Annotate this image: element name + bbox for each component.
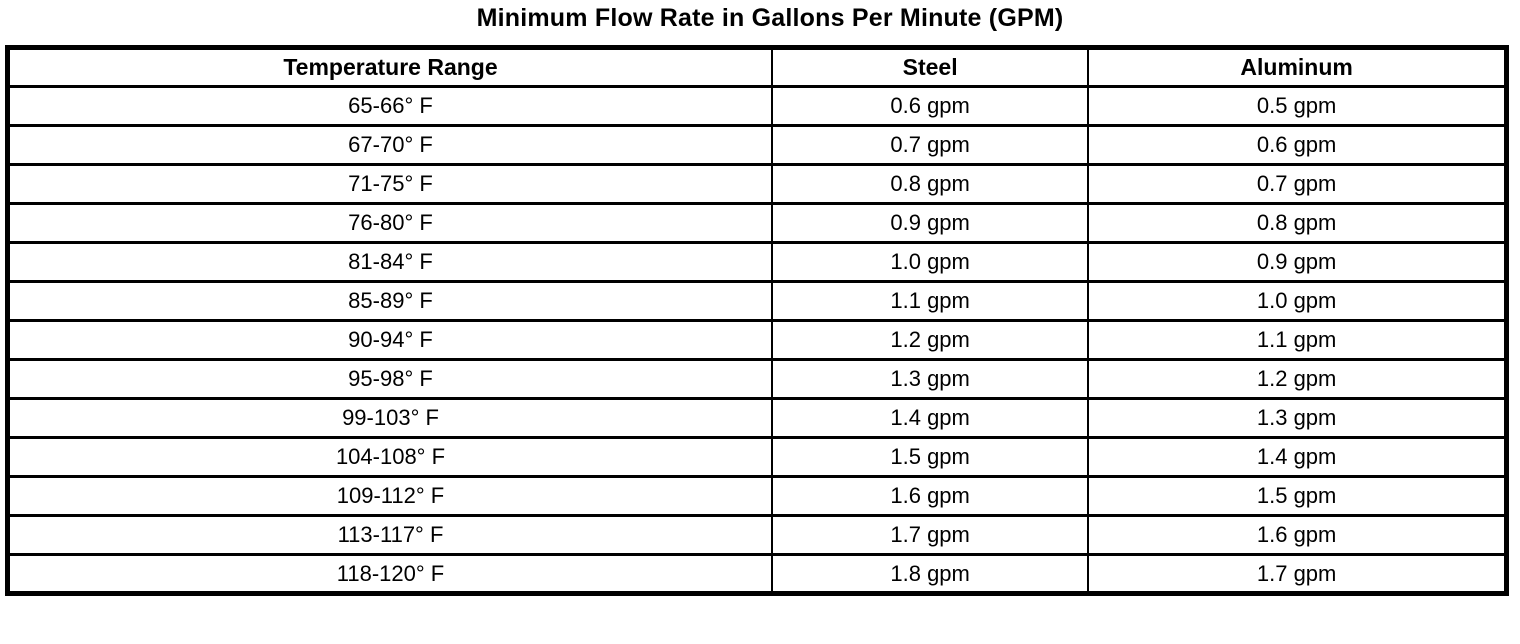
table-row: 76-80° F 0.9 gpm 0.8 gpm bbox=[6, 202, 1508, 244]
table-row: 65-66° F 0.6 gpm 0.5 gpm bbox=[6, 85, 1508, 127]
aluminum-value-cell: 1.3 gpm bbox=[1087, 397, 1508, 439]
steel-value-cell: 1.7 gpm bbox=[770, 514, 1090, 556]
table-title: Minimum Flow Rate in Gallons Per Minute … bbox=[476, 4, 1064, 32]
temperature-range-cell: 85-89° F bbox=[6, 280, 773, 322]
table-row: 95-98° F 1.3 gpm 1.2 gpm bbox=[6, 358, 1508, 400]
aluminum-value-cell: 1.2 gpm bbox=[1087, 358, 1508, 400]
temperature-range-cell: 99-103° F bbox=[6, 397, 773, 439]
col-header-temperature-range: Temperature Range bbox=[6, 46, 773, 88]
aluminum-value-cell: 1.7 gpm bbox=[1087, 553, 1508, 595]
temperature-range-cell: 104-108° F bbox=[6, 436, 773, 478]
temperature-range-cell: 118-120° F bbox=[6, 553, 773, 595]
flow-rate-table: Temperature Range Steel Aluminum 65-66° … bbox=[5, 45, 1509, 596]
steel-value-cell: 1.1 gpm bbox=[770, 280, 1090, 322]
aluminum-value-cell: 0.5 gpm bbox=[1087, 85, 1508, 127]
table-row: 99-103° F 1.4 gpm 1.3 gpm bbox=[6, 397, 1508, 439]
table-row: 109-112° F 1.6 gpm 1.5 gpm bbox=[6, 475, 1508, 517]
aluminum-value-cell: 1.5 gpm bbox=[1087, 475, 1508, 517]
steel-value-cell: 1.8 gpm bbox=[770, 553, 1090, 595]
table-row: 71-75° F 0.8 gpm 0.7 gpm bbox=[6, 163, 1508, 205]
temperature-range-cell: 76-80° F bbox=[6, 202, 773, 244]
table-row: 85-89° F 1.1 gpm 1.0 gpm bbox=[6, 280, 1508, 322]
table-row: 81-84° F 1.0 gpm 0.9 gpm bbox=[6, 241, 1508, 283]
temperature-range-cell: 109-112° F bbox=[6, 475, 773, 517]
temperature-range-cell: 65-66° F bbox=[6, 85, 773, 127]
table-row: 113-117° F 1.7 gpm 1.6 gpm bbox=[6, 514, 1508, 556]
temperature-range-cell: 90-94° F bbox=[6, 319, 773, 361]
aluminum-value-cell: 1.1 gpm bbox=[1087, 319, 1508, 361]
steel-value-cell: 0.7 gpm bbox=[770, 124, 1090, 166]
steel-value-cell: 1.5 gpm bbox=[770, 436, 1090, 478]
steel-value-cell: 0.9 gpm bbox=[770, 202, 1090, 244]
table-row: 104-108° F 1.5 gpm 1.4 gpm bbox=[6, 436, 1508, 478]
steel-value-cell: 1.4 gpm bbox=[770, 397, 1090, 439]
aluminum-value-cell: 0.9 gpm bbox=[1087, 241, 1508, 283]
temperature-range-cell: 71-75° F bbox=[6, 163, 773, 205]
header-row: Temperature Range Steel Aluminum bbox=[6, 46, 1508, 88]
aluminum-value-cell: 1.6 gpm bbox=[1087, 514, 1508, 556]
aluminum-value-cell: 0.8 gpm bbox=[1087, 202, 1508, 244]
temperature-range-cell: 95-98° F bbox=[6, 358, 773, 400]
col-header-steel: Steel bbox=[770, 46, 1090, 88]
steel-value-cell: 0.6 gpm bbox=[770, 85, 1090, 127]
temperature-range-cell: 113-117° F bbox=[6, 514, 773, 556]
aluminum-value-cell: 1.4 gpm bbox=[1087, 436, 1508, 478]
table-row: 67-70° F 0.7 gpm 0.6 gpm bbox=[6, 124, 1508, 166]
steel-value-cell: 1.3 gpm bbox=[770, 358, 1090, 400]
steel-value-cell: 1.0 gpm bbox=[770, 241, 1090, 283]
table-row: 90-94° F 1.2 gpm 1.1 gpm bbox=[6, 319, 1508, 361]
temperature-range-cell: 67-70° F bbox=[6, 124, 773, 166]
table-row: 118-120° F 1.8 gpm 1.7 gpm bbox=[6, 553, 1508, 595]
col-header-aluminum: Aluminum bbox=[1087, 46, 1508, 88]
aluminum-value-cell: 0.7 gpm bbox=[1087, 163, 1508, 205]
aluminum-value-cell: 0.6 gpm bbox=[1087, 124, 1508, 166]
steel-value-cell: 1.2 gpm bbox=[770, 319, 1090, 361]
temperature-range-cell: 81-84° F bbox=[6, 241, 773, 283]
steel-value-cell: 1.6 gpm bbox=[770, 475, 1090, 517]
aluminum-value-cell: 1.0 gpm bbox=[1087, 280, 1508, 322]
steel-value-cell: 0.8 gpm bbox=[770, 163, 1090, 205]
